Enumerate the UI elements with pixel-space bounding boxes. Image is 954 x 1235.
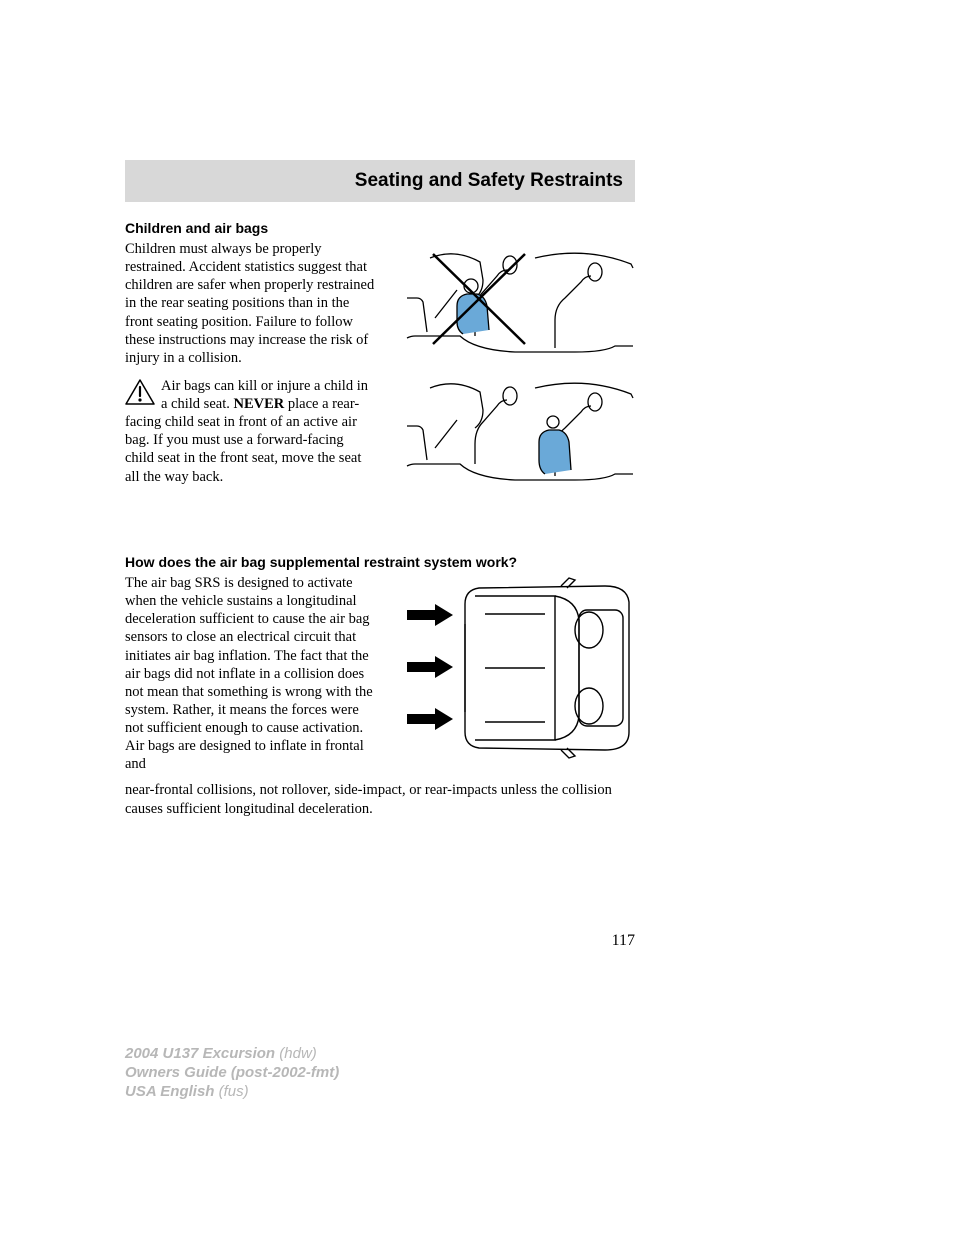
diagram-front-childseat-crossed-icon: [405, 240, 635, 370]
section-children-airbags: Children and air bags Children must alwa…: [125, 220, 635, 494]
header-band: Seating and Safety Restraints: [125, 160, 635, 202]
para-2b: near-frontal collisions, not rollover, s…: [125, 781, 635, 817]
subhead-1: Children and air bags: [125, 220, 635, 236]
warning-never: NEVER: [233, 396, 284, 412]
warning-block: Air bags can kill or injure a child in a…: [125, 377, 375, 486]
diagram-vehicle-topview-icon: [405, 574, 635, 764]
footer-line1-bold: 2004 U137 Excursion: [125, 1045, 279, 1062]
page-title: Seating and Safety Restraints: [355, 170, 623, 192]
footer-line1-ital: (hdw): [279, 1045, 317, 1062]
footer-line3-ital: (fus): [219, 1083, 249, 1100]
section-how-airbag-works: How does the air bag supplemental restra…: [125, 554, 635, 818]
page-number: 117: [612, 932, 635, 950]
para-2a: The air bag SRS is designed to activate …: [125, 574, 375, 773]
footer-line3-bold: USA English: [125, 1083, 219, 1100]
footer-line2: Owners Guide (post-2002-fmt): [125, 1064, 339, 1081]
diagram-rear-childseat-icon: [405, 374, 635, 494]
warning-triangle-icon: [125, 379, 155, 405]
para-1: Children must always be properly restrai…: [125, 240, 375, 367]
subhead-2: How does the air bag supplemental restra…: [125, 554, 635, 570]
footer: 2004 U137 Excursion (hdw) Owners Guide (…: [125, 1045, 339, 1101]
